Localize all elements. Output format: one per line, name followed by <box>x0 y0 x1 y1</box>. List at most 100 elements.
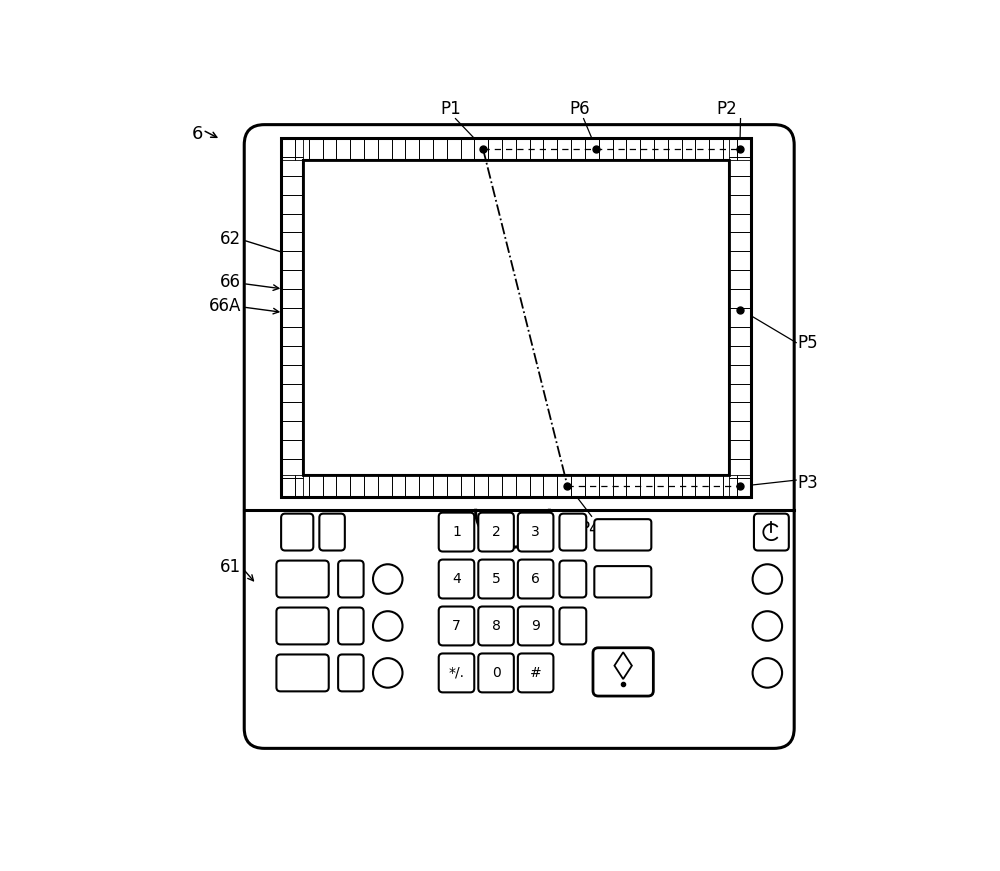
Bar <box>557 476 571 496</box>
Circle shape <box>373 658 403 688</box>
Bar <box>461 476 474 496</box>
Text: 62: 62 <box>220 230 241 247</box>
Bar <box>474 138 488 159</box>
Bar <box>729 327 751 346</box>
Bar <box>419 476 433 496</box>
Bar <box>729 365 751 383</box>
Bar <box>281 478 303 496</box>
FancyBboxPatch shape <box>518 606 553 645</box>
Bar <box>723 476 737 496</box>
FancyBboxPatch shape <box>518 559 553 598</box>
Bar <box>405 138 419 159</box>
Bar <box>729 459 751 478</box>
Text: 66A: 66A <box>209 297 241 314</box>
Text: P4: P4 <box>579 520 600 538</box>
Bar <box>723 138 737 159</box>
Bar <box>281 422 303 440</box>
Bar <box>709 138 723 159</box>
Bar <box>557 138 571 159</box>
Bar <box>281 138 751 496</box>
Bar <box>281 138 303 157</box>
Bar <box>433 476 447 496</box>
FancyBboxPatch shape <box>478 513 514 551</box>
Bar <box>585 476 599 496</box>
Bar <box>695 476 709 496</box>
Bar <box>488 138 502 159</box>
Circle shape <box>753 564 782 594</box>
Text: 61: 61 <box>220 558 241 577</box>
FancyBboxPatch shape <box>439 513 474 551</box>
Circle shape <box>373 564 403 594</box>
Bar <box>729 195 751 213</box>
Text: 1: 1 <box>452 525 461 539</box>
Bar <box>281 157 303 176</box>
Bar <box>729 213 751 233</box>
Bar <box>323 476 336 496</box>
Circle shape <box>753 611 782 641</box>
Bar <box>281 346 303 365</box>
Bar <box>281 270 303 289</box>
Bar <box>281 308 303 327</box>
Text: #: # <box>530 666 542 680</box>
Bar <box>281 327 303 346</box>
FancyBboxPatch shape <box>478 606 514 645</box>
FancyBboxPatch shape <box>281 514 313 550</box>
Circle shape <box>373 611 403 641</box>
Bar <box>378 476 392 496</box>
Bar <box>405 476 419 496</box>
Text: 9: 9 <box>531 619 540 633</box>
Bar <box>281 440 303 459</box>
FancyBboxPatch shape <box>559 561 586 598</box>
FancyBboxPatch shape <box>338 561 364 598</box>
Bar <box>281 459 303 478</box>
Bar <box>303 159 729 476</box>
Bar <box>502 476 516 496</box>
Bar <box>599 138 613 159</box>
Bar <box>364 476 378 496</box>
FancyBboxPatch shape <box>593 648 653 696</box>
Bar <box>474 476 488 496</box>
Bar <box>516 138 530 159</box>
Bar <box>350 138 364 159</box>
Bar <box>378 138 392 159</box>
Bar <box>281 138 295 159</box>
Bar <box>350 476 364 496</box>
Bar <box>281 289 303 308</box>
FancyBboxPatch shape <box>276 561 329 598</box>
Bar <box>281 402 303 422</box>
Text: P3: P3 <box>798 475 818 492</box>
Bar <box>729 252 751 270</box>
FancyBboxPatch shape <box>439 653 474 692</box>
Text: 8: 8 <box>492 619 501 633</box>
Bar <box>303 159 729 476</box>
Bar <box>709 476 723 496</box>
Bar <box>281 176 303 195</box>
Text: 66: 66 <box>220 273 241 291</box>
Bar <box>281 365 303 383</box>
FancyBboxPatch shape <box>518 513 553 551</box>
Bar <box>729 289 751 308</box>
FancyBboxPatch shape <box>276 608 329 645</box>
Bar <box>729 346 751 365</box>
Bar <box>613 476 626 496</box>
Bar <box>729 422 751 440</box>
Bar <box>364 138 378 159</box>
Bar <box>729 383 751 402</box>
Bar <box>729 233 751 252</box>
Bar <box>530 476 543 496</box>
Bar <box>695 138 709 159</box>
Bar <box>488 476 502 496</box>
Bar <box>654 476 668 496</box>
Text: 7: 7 <box>452 619 461 633</box>
FancyBboxPatch shape <box>338 608 364 645</box>
Bar <box>516 476 530 496</box>
Text: P6: P6 <box>569 100 590 118</box>
Bar <box>447 476 461 496</box>
FancyBboxPatch shape <box>338 654 364 692</box>
Text: 3: 3 <box>531 525 540 539</box>
Bar <box>640 476 654 496</box>
FancyBboxPatch shape <box>594 566 651 598</box>
Bar <box>336 476 350 496</box>
Bar <box>419 138 433 159</box>
Bar <box>654 138 668 159</box>
